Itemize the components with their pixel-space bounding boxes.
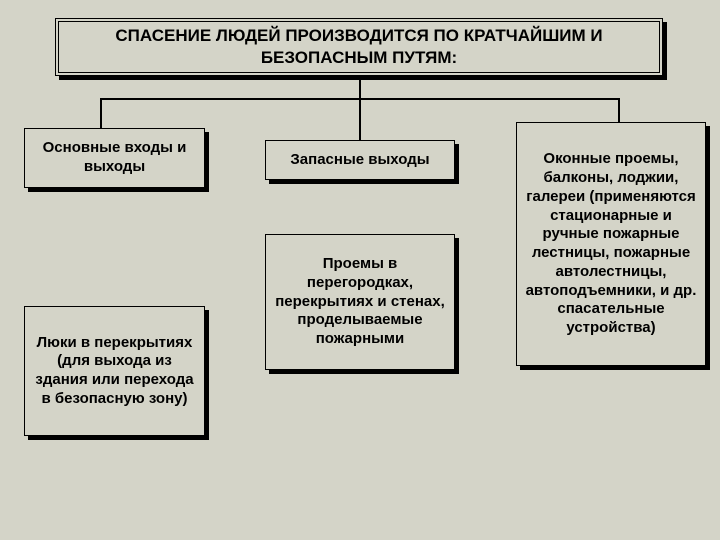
connector-trunk <box>359 76 361 98</box>
node-left-bottom-text: Люки в перекрытиях (для выхода из здания… <box>29 334 200 409</box>
node-right: Оконные проемы, балконы, лоджии, галереи… <box>516 122 706 366</box>
node-left-top-text: Основные входы и выходы <box>29 139 200 177</box>
node-left-bottom: Люки в перекрытиях (для выхода из здания… <box>24 306 205 436</box>
node-mid-bottom: Проемы в перегородках, перекрытиях и сте… <box>265 234 455 370</box>
node-mid-top-text: Запасные выходы <box>290 151 429 170</box>
connector-drop-mid <box>359 98 361 140</box>
title-text: СПАСЕНИЕ ЛЮДЕЙ ПРОИЗВОДИТСЯ ПО КРАТЧАЙШИ… <box>71 25 647 69</box>
node-mid-top: Запасные выходы <box>265 140 455 180</box>
node-mid-bottom-text: Проемы в перегородках, перекрытиях и сте… <box>270 255 450 349</box>
node-right-text: Оконные проемы, балконы, лоджии, галереи… <box>521 150 701 338</box>
connector-drop-right <box>618 98 620 122</box>
title-box: СПАСЕНИЕ ЛЮДЕЙ ПРОИЗВОДИТСЯ ПО КРАТЧАЙШИ… <box>55 18 663 76</box>
node-left-top: Основные входы и выходы <box>24 128 205 188</box>
connector-drop-left <box>100 98 102 128</box>
